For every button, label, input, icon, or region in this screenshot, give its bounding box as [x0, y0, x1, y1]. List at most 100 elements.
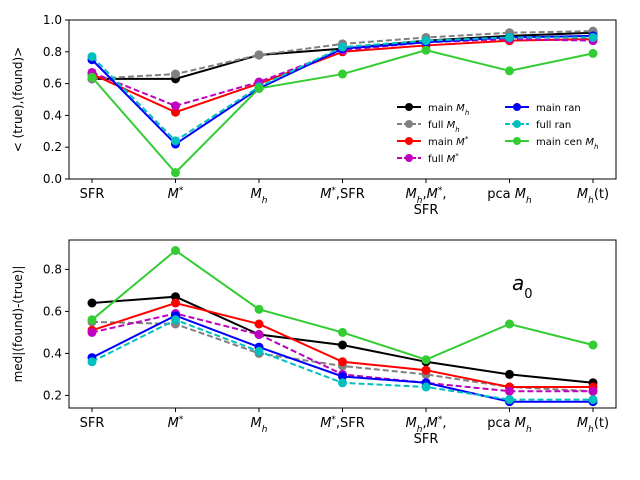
data-point — [254, 330, 264, 339]
series-full-ran — [87, 315, 598, 405]
y-tick-label: 0.2 — [43, 140, 62, 154]
x-tick-label: pca Mh — [487, 187, 532, 206]
series-main-m-h — [87, 292, 598, 388]
series-line — [91, 49, 594, 175]
y-tick-label: 0.8 — [43, 45, 62, 59]
y-tick-label: 0.6 — [43, 304, 62, 318]
legend-label: main M* — [428, 135, 469, 148]
x-tick-label-continued: SFR — [414, 432, 439, 447]
legend-label: main cen Mh — [536, 137, 598, 151]
data-point — [505, 369, 514, 379]
data-point — [87, 72, 97, 82]
data-point — [338, 340, 347, 350]
legend-marker — [405, 120, 413, 128]
x-tick-label: M* — [168, 186, 184, 202]
x-tick-label: M*,SFR — [320, 186, 365, 202]
x-tick-label: SFR — [80, 187, 105, 202]
x-tick-label: Mh(t) — [577, 416, 609, 435]
data-point — [505, 32, 514, 42]
data-point — [87, 327, 97, 337]
data-point — [588, 340, 598, 350]
data-point — [505, 319, 514, 329]
legend-label: main Mh — [428, 103, 469, 117]
y-tick-label: 0.2 — [43, 388, 62, 402]
data-point — [254, 304, 264, 314]
legend-marker — [513, 120, 521, 128]
x-tick-label: pca Mh — [487, 416, 532, 435]
data-point — [338, 42, 347, 52]
series-main-cen-m-h — [87, 45, 598, 178]
y-axis-label: med|(found)-(true)| — [11, 266, 25, 383]
data-point — [588, 32, 598, 42]
x-tick-label: Mh(t) — [577, 187, 609, 206]
data-point — [171, 136, 180, 146]
legend-item: full M* — [397, 152, 459, 165]
legend-item: main M* — [397, 135, 469, 148]
series-main-cen-m-h — [87, 246, 598, 365]
y-tick-label: 0.4 — [43, 108, 62, 122]
x-tick-label: Mh — [251, 187, 268, 206]
legend-item: main Mh — [397, 103, 469, 117]
data-point — [421, 355, 431, 365]
data-point — [588, 395, 598, 405]
legend-item: main ran — [505, 103, 581, 114]
x-tick-label: Mh,M*, — [406, 415, 447, 435]
data-point — [505, 386, 514, 396]
legend-item: full Mh — [397, 120, 460, 134]
legend-marker — [405, 154, 413, 162]
data-point — [171, 246, 180, 255]
y-tick-label: 1.0 — [43, 13, 62, 27]
data-point — [505, 395, 514, 405]
data-point — [421, 382, 431, 392]
series-full-ran — [87, 32, 598, 146]
data-point — [421, 45, 431, 55]
data-point — [171, 315, 180, 325]
data-point — [254, 50, 264, 60]
data-point — [171, 101, 180, 111]
y-tick-label: 0.4 — [43, 346, 62, 360]
data-point — [171, 298, 180, 308]
data-point — [421, 365, 431, 375]
data-point — [254, 346, 264, 356]
y-axis-label: < (true),(found)> — [11, 47, 25, 153]
data-point — [338, 357, 347, 367]
data-point — [171, 292, 180, 302]
data-point — [87, 298, 97, 308]
legend-label: full Mh — [428, 120, 460, 134]
data-point — [338, 327, 347, 337]
x-tick-label-continued: SFR — [414, 203, 439, 218]
x-tick-label: M*,SFR — [320, 415, 365, 431]
data-point — [254, 319, 264, 329]
x-tick-label: SFR — [80, 416, 105, 431]
data-point — [421, 36, 431, 46]
data-point — [588, 386, 598, 396]
data-point — [171, 107, 180, 117]
y-tick-label: 0.6 — [43, 77, 62, 91]
y-tick-label: 0.8 — [43, 262, 62, 276]
data-point — [505, 66, 514, 76]
legend-label: main ran — [536, 103, 581, 114]
legend-marker — [513, 137, 521, 145]
x-tick-label: Mh,M*, — [406, 186, 447, 206]
x-tick-label: Mh — [251, 416, 268, 435]
legend-item: main cen Mh — [505, 137, 598, 151]
legend-item: full ran — [505, 120, 571, 131]
legend-label: full ran — [536, 120, 571, 131]
data-point — [254, 83, 264, 93]
legend-marker — [405, 137, 413, 145]
x-tick-label: M* — [168, 415, 184, 431]
data-point — [171, 69, 180, 79]
data-point — [87, 315, 97, 325]
legend-label: full M* — [428, 152, 459, 165]
legend-marker — [513, 103, 521, 111]
y-tick-label: 0.0 — [43, 172, 62, 186]
data-point — [87, 52, 97, 62]
data-point — [338, 69, 347, 79]
data-point — [171, 168, 180, 178]
data-point — [338, 372, 347, 381]
data-point — [588, 48, 598, 58]
